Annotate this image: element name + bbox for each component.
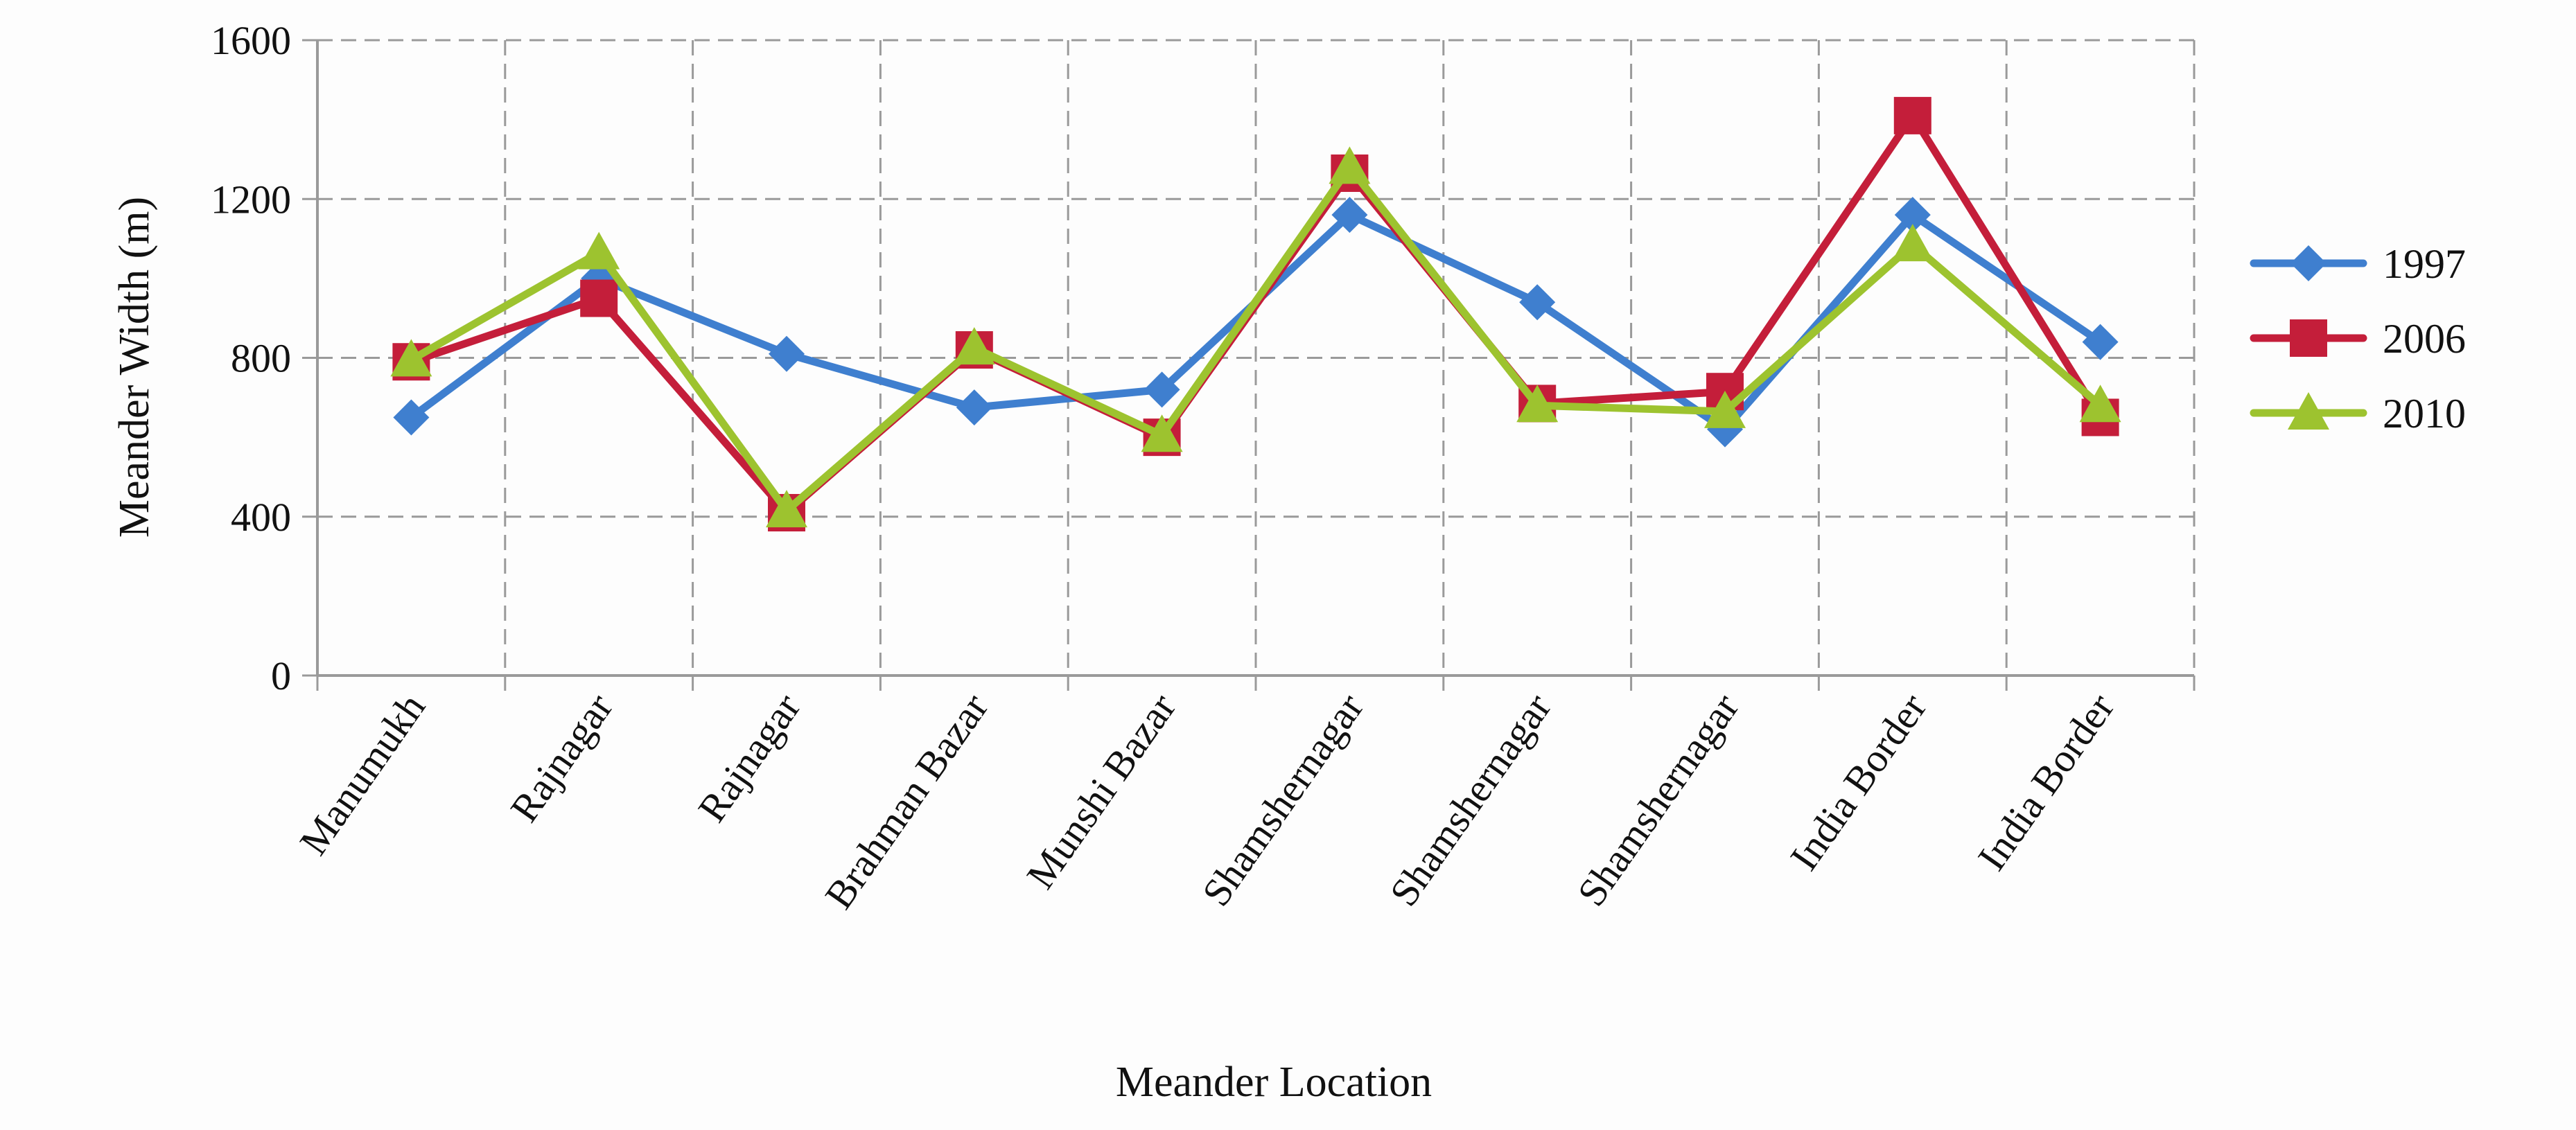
- triangle-marker: [578, 231, 620, 270]
- square-marker: [2290, 319, 2327, 357]
- diamond-marker: [393, 399, 430, 436]
- legend-label: 2006: [2383, 316, 2466, 362]
- y-tick-label: 0: [271, 653, 291, 698]
- y-tick-label: 400: [231, 495, 291, 540]
- triangle-marker: [1704, 390, 1746, 428]
- diamond-marker: [1519, 284, 1556, 321]
- legend-item-2006: 2006: [2250, 316, 2466, 362]
- triangle-marker: [953, 327, 995, 365]
- square-marker: [1893, 96, 1931, 134]
- series-line-2010: [407, 163, 2105, 515]
- triangle-marker: [1516, 385, 1559, 423]
- triangle-marker: [1141, 414, 1183, 452]
- y-tick-label: 800: [231, 336, 291, 381]
- diamond-marker: [2290, 245, 2327, 281]
- x-axis-title: Meander Location: [1116, 1059, 1432, 1106]
- y-tick-label: 1600: [211, 18, 291, 63]
- triangle-marker: [2079, 385, 2121, 423]
- diamond-marker: [1331, 197, 1368, 233]
- y-axis-title: Meander Width (m): [111, 197, 158, 538]
- legend-label: 1997: [2383, 241, 2466, 287]
- triangle-marker: [390, 339, 432, 377]
- triangle-marker: [1891, 224, 1934, 262]
- triangle-marker: [766, 490, 807, 528]
- axes: [302, 39, 2196, 691]
- y-tick-labels: 0 400 800 1200 1600: [211, 18, 291, 698]
- y-tick-label: 1200: [211, 177, 291, 222]
- grid: [317, 39, 2196, 676]
- diamond-marker: [1894, 197, 1931, 233]
- diamond-marker: [2082, 324, 2119, 360]
- triangle-marker: [2288, 392, 2329, 430]
- legend-label: 2010: [2383, 391, 2466, 436]
- diamond-marker: [1144, 371, 1180, 408]
- legend: 1997 2006 2010: [2250, 241, 2466, 436]
- diamond-marker: [769, 335, 805, 372]
- triangle-marker: [1329, 146, 1371, 184]
- legend-item-1997: 1997: [2250, 241, 2466, 287]
- diamond-marker: [956, 389, 992, 426]
- series-2010: [390, 146, 2121, 528]
- legend-item-2010: 2010: [2250, 391, 2466, 436]
- square-marker: [580, 279, 618, 317]
- series: [390, 96, 2121, 532]
